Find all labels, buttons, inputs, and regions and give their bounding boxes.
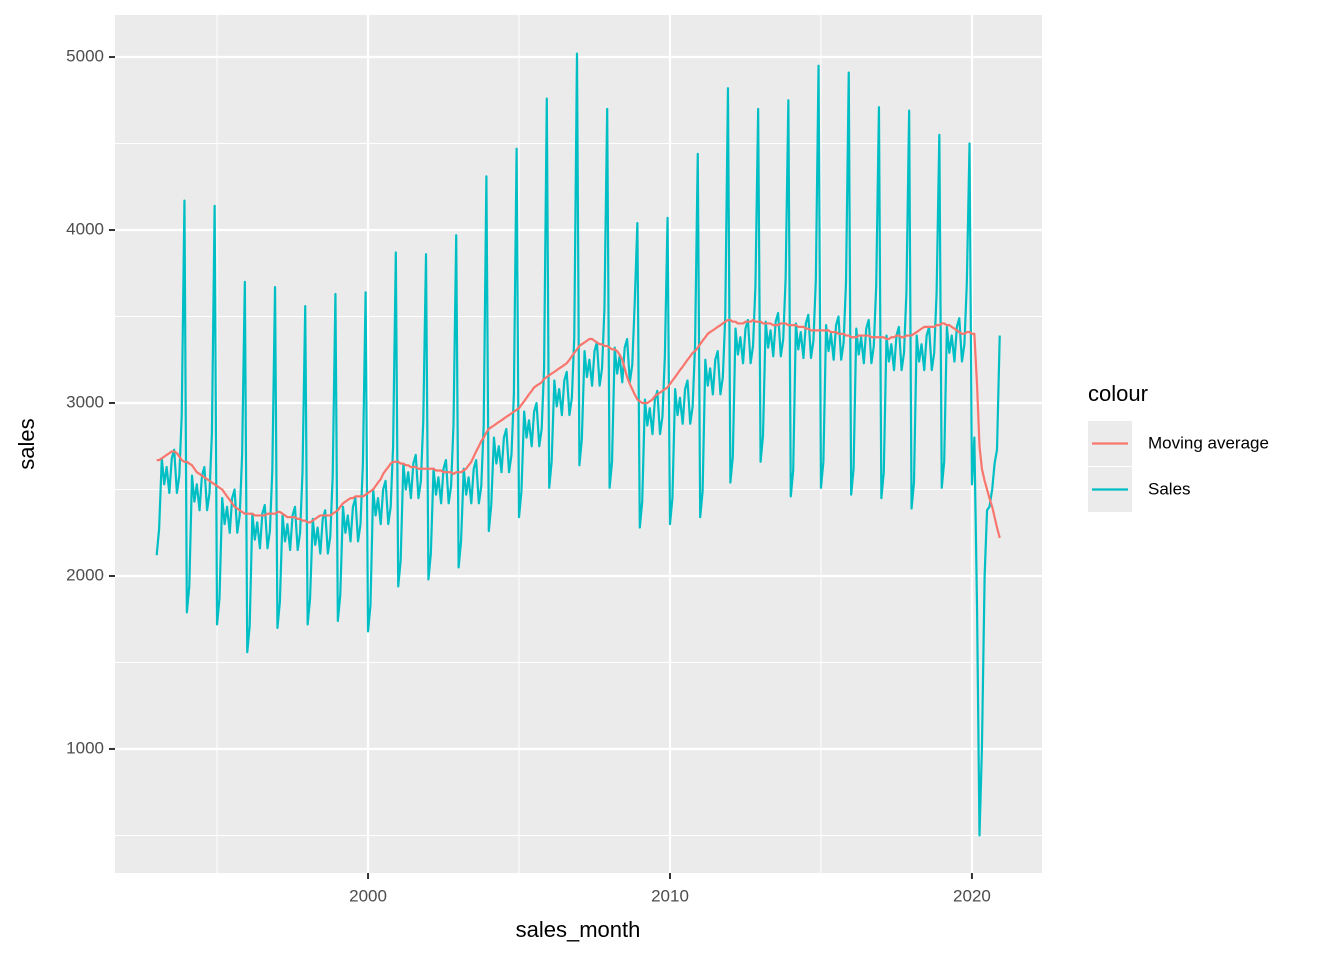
x-tick-label: 2000	[349, 886, 387, 905]
legend-label: Moving average	[1148, 433, 1269, 452]
series-line	[156, 318, 1001, 539]
y-axis-title: sales	[14, 418, 39, 469]
y-tick-label: 3000	[66, 392, 104, 411]
lines	[155, 52, 1001, 837]
legend-title: colour	[1088, 381, 1148, 406]
legend-label: Sales	[1148, 479, 1191, 498]
series-line	[155, 52, 1001, 837]
x-tick-label: 2020	[953, 886, 991, 905]
x-axis-title: sales_month	[516, 917, 641, 942]
y-tick-label: 2000	[66, 565, 104, 584]
legend: colour Moving average Sales	[1088, 381, 1269, 512]
x-tick-label: 2010	[651, 886, 689, 905]
y-tick-label: 4000	[66, 220, 104, 239]
axes: 1000 2000 3000 4000 5000 2000 2010 2020	[66, 47, 991, 906]
y-tick-label: 1000	[66, 738, 104, 757]
y-tick-label: 5000	[66, 47, 104, 66]
